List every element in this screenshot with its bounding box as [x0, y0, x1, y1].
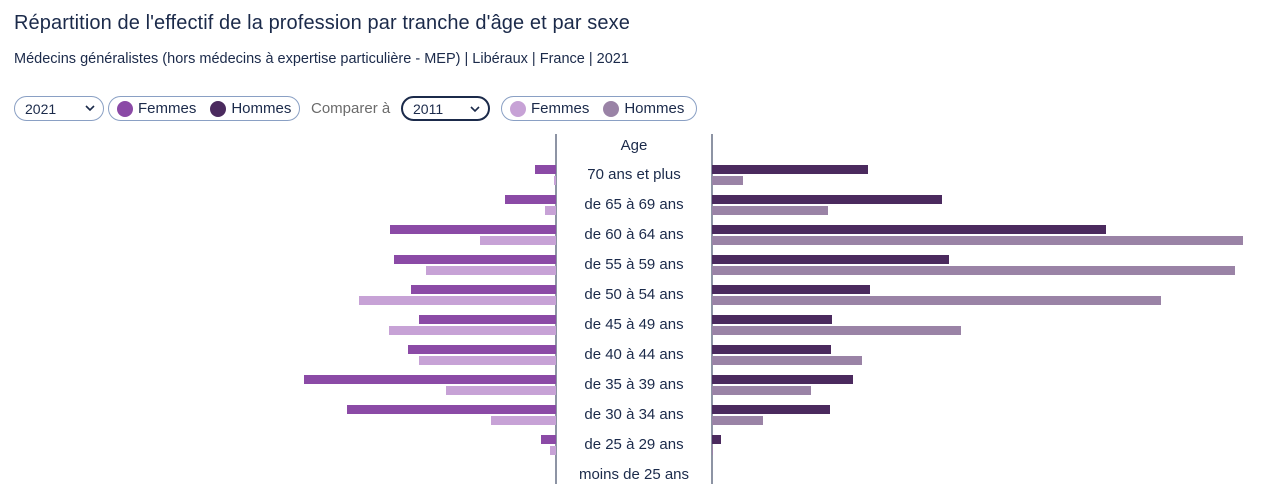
legend-swatch-hommes-2021 [210, 100, 227, 117]
bar-femmes-2021 [411, 285, 556, 294]
bar-femmes-2021 [419, 315, 556, 324]
bar-femmes-2021 [408, 345, 556, 354]
bar-femmes-2011 [419, 356, 556, 365]
legend-compare: Femmes Hommes [501, 96, 697, 121]
category-label: de 40 à 44 ans [584, 346, 683, 363]
compare-year-select-value: 2011 [413, 100, 444, 117]
legend-item-femmes-2011[interactable]: Femmes [510, 100, 589, 117]
chart-controls: 2021 Femmes Hommes Comparer à 2011 Femme… [14, 96, 714, 123]
legend-label-hommes-2021: Hommes [231, 100, 292, 117]
bar-hommes-2021 [712, 315, 832, 324]
category-label: de 65 à 69 ans [584, 196, 683, 213]
bar-femmes-2011 [491, 416, 556, 425]
bar-hommes-2021 [712, 345, 831, 354]
legend-label-hommes-2011: Hommes [624, 100, 685, 117]
year-select-value: 2021 [25, 100, 57, 117]
bar-hommes-2021 [712, 435, 721, 444]
chart-subtitle: Médecins généralistes (hors médecins à e… [14, 51, 629, 67]
bar-femmes-2021 [394, 255, 556, 264]
legend-item-hommes-2011[interactable]: Hommes [603, 100, 684, 117]
category-label: 70 ans et plus [587, 166, 680, 183]
compare-label: Comparer à [311, 100, 391, 117]
bar-hommes-2011 [712, 386, 811, 395]
chevron-down-icon [85, 105, 95, 112]
bar-femmes-2011 [545, 206, 556, 215]
bar-hommes-2021 [712, 375, 853, 384]
legend-main: Femmes Hommes [108, 96, 300, 121]
bar-hommes-2011 [712, 446, 713, 455]
bar-femmes-2021 [541, 435, 556, 444]
bar-hommes-2021 [712, 255, 949, 264]
legend-swatch-hommes-2011 [603, 100, 620, 117]
legend-swatch-femmes-2021 [117, 100, 133, 117]
axis-header-label: Age [621, 137, 648, 154]
bar-hommes-2021 [712, 195, 942, 204]
bar-femmes-2011 [554, 176, 556, 185]
bar-femmes-2021 [347, 405, 556, 414]
category-label: moins de 25 ans [579, 466, 689, 483]
bar-hommes-2011 [712, 236, 1243, 245]
bar-hommes-2011 [712, 326, 961, 335]
legend-item-hommes-2021[interactable]: Hommes [210, 100, 291, 117]
bar-femmes-2021 [304, 375, 556, 384]
bar-femmes-2011 [480, 236, 556, 245]
category-label: de 45 à 49 ans [584, 316, 683, 333]
bar-femmes-2021 [505, 195, 556, 204]
chart-title: Répartition de l'effectif de la professi… [14, 12, 630, 34]
bar-femmes-2011 [446, 386, 556, 395]
compare-year-select[interactable]: 2011 [401, 96, 490, 121]
bar-hommes-2011 [712, 176, 743, 185]
category-label: de 35 à 39 ans [584, 376, 683, 393]
year-select[interactable]: 2021 [14, 96, 104, 121]
bar-femmes-2021 [390, 225, 556, 234]
category-label: de 30 à 34 ans [584, 406, 683, 423]
bar-femmes-2021 [535, 165, 556, 174]
bar-hommes-2011 [712, 266, 1235, 275]
bar-hommes-2011 [712, 206, 828, 215]
category-label: de 60 à 64 ans [584, 226, 683, 243]
chevron-down-icon [470, 106, 480, 113]
bar-femmes-2011 [426, 266, 556, 275]
age-pyramid-chart: Age 70 ans et plus de 65 à 69 ans de 60 à 6… [304, 134, 1243, 484]
bar-femmes-2011 [359, 296, 556, 305]
bar-femmes-2011 [389, 326, 556, 335]
bar-femmes-2011 [550, 446, 556, 455]
legend-label-femmes-2011: Femmes [531, 100, 590, 117]
bar-hommes-2021 [712, 405, 830, 414]
legend-swatch-femmes-2011 [510, 100, 526, 117]
category-label: de 55 à 59 ans [584, 256, 683, 273]
category-label: de 50 à 54 ans [584, 286, 683, 303]
legend-label-femmes-2021: Femmes [138, 100, 197, 117]
bar-hommes-2021 [712, 225, 1106, 234]
bar-hommes-2011 [712, 296, 1161, 305]
bar-hommes-2021 [712, 165, 868, 174]
bar-hommes-2011 [712, 356, 862, 365]
category-label: de 25 à 29 ans [584, 436, 683, 453]
bar-hommes-2011 [712, 416, 763, 425]
legend-item-femmes-2021[interactable]: Femmes [117, 100, 196, 117]
bar-hommes-2021 [712, 285, 870, 294]
